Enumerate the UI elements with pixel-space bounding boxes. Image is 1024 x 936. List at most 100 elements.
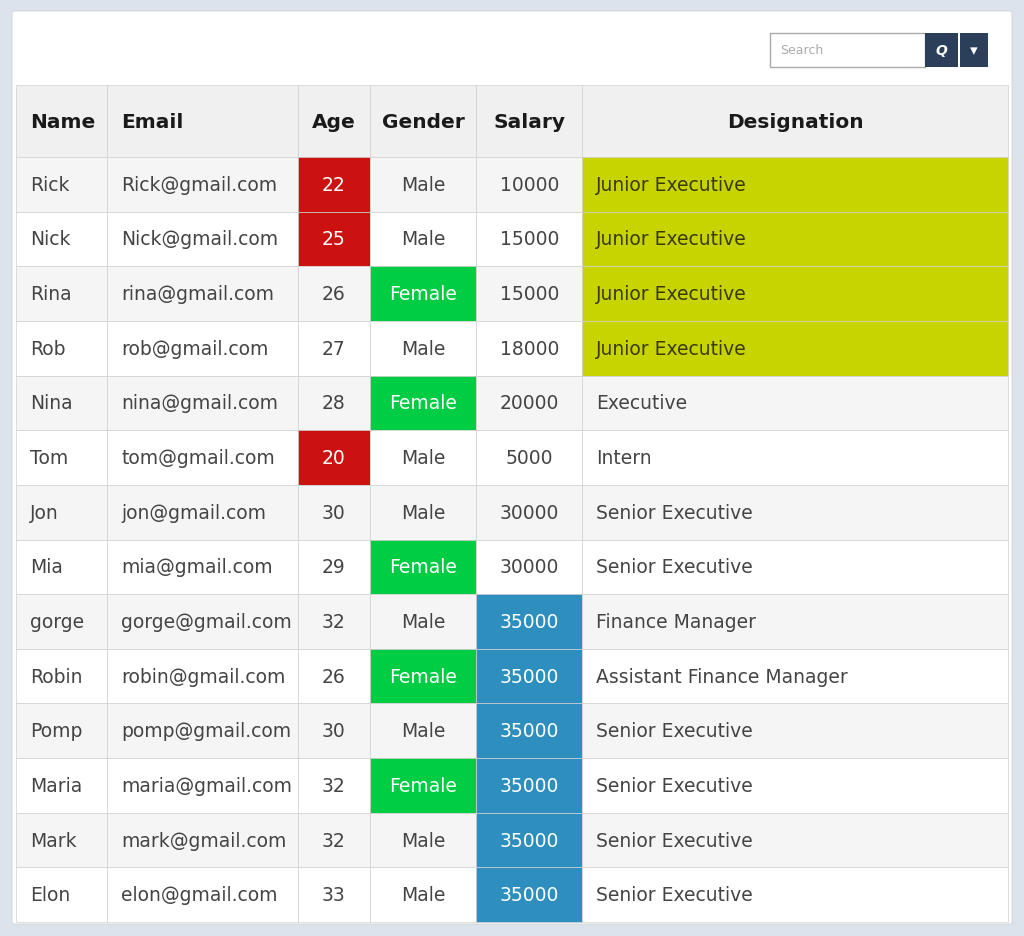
Bar xyxy=(476,431,583,486)
Text: 35000: 35000 xyxy=(500,776,559,795)
Text: jon@gmail.com: jon@gmail.com xyxy=(121,504,266,522)
Text: elon@gmail.com: elon@gmail.com xyxy=(121,885,278,904)
Bar xyxy=(298,322,370,376)
Text: 30000: 30000 xyxy=(500,558,559,577)
Bar xyxy=(298,758,370,812)
Text: 18000: 18000 xyxy=(500,340,559,358)
Bar xyxy=(583,158,1008,212)
Bar xyxy=(108,486,298,540)
Bar xyxy=(583,540,1008,594)
Text: Male: Male xyxy=(401,448,445,468)
Text: Mia: Mia xyxy=(30,558,62,577)
Text: 32: 32 xyxy=(323,776,346,795)
Bar xyxy=(298,704,370,758)
Bar xyxy=(298,376,370,431)
Text: Age: Age xyxy=(312,112,355,131)
Text: 10000: 10000 xyxy=(500,176,559,195)
Text: Salary: Salary xyxy=(494,112,565,131)
Bar xyxy=(370,649,476,704)
Text: Senior Executive: Senior Executive xyxy=(596,885,754,904)
Text: Female: Female xyxy=(389,558,457,577)
Text: Gender: Gender xyxy=(382,112,465,131)
Text: Female: Female xyxy=(389,394,457,413)
Text: Junior Executive: Junior Executive xyxy=(596,340,748,358)
Bar xyxy=(476,758,583,812)
Text: 5000: 5000 xyxy=(506,448,553,468)
Bar xyxy=(108,431,298,486)
Text: 29: 29 xyxy=(323,558,346,577)
Text: Executive: Executive xyxy=(596,394,687,413)
Bar xyxy=(370,868,476,922)
Text: Nick: Nick xyxy=(30,230,71,249)
Text: Rick: Rick xyxy=(30,176,70,195)
Bar xyxy=(370,812,476,868)
Text: 25: 25 xyxy=(323,230,346,249)
Bar xyxy=(476,158,583,212)
Bar xyxy=(16,540,108,594)
Text: Intern: Intern xyxy=(596,448,652,468)
Text: Male: Male xyxy=(401,612,445,631)
Bar xyxy=(370,267,476,322)
Text: Robin: Robin xyxy=(30,666,83,686)
Bar xyxy=(583,486,1008,540)
Bar xyxy=(583,594,1008,649)
Text: mark@gmail.com: mark@gmail.com xyxy=(121,830,287,850)
Text: Tom: Tom xyxy=(30,448,69,468)
Text: Senior Executive: Senior Executive xyxy=(596,722,754,740)
Bar xyxy=(370,758,476,812)
Bar xyxy=(770,34,925,68)
Text: robin@gmail.com: robin@gmail.com xyxy=(121,666,286,686)
Bar xyxy=(583,758,1008,812)
Bar xyxy=(476,212,583,267)
Bar xyxy=(370,86,476,158)
Text: Nick@gmail.com: Nick@gmail.com xyxy=(121,230,279,249)
Text: Female: Female xyxy=(389,666,457,686)
Text: Junior Executive: Junior Executive xyxy=(596,285,748,304)
Text: Rick@gmail.com: Rick@gmail.com xyxy=(121,176,278,195)
Bar xyxy=(108,212,298,267)
Text: 30: 30 xyxy=(323,504,346,522)
Text: pomp@gmail.com: pomp@gmail.com xyxy=(121,722,292,740)
Bar xyxy=(583,212,1008,267)
Bar xyxy=(298,431,370,486)
Bar xyxy=(583,868,1008,922)
Bar xyxy=(370,158,476,212)
Bar xyxy=(476,267,583,322)
Bar xyxy=(961,34,988,68)
Bar xyxy=(16,868,108,922)
Text: 35000: 35000 xyxy=(500,885,559,904)
Text: 32: 32 xyxy=(323,830,346,850)
Text: Male: Male xyxy=(401,230,445,249)
Text: Female: Female xyxy=(389,285,457,304)
Bar xyxy=(298,158,370,212)
Text: Elon: Elon xyxy=(30,885,71,904)
Text: Rina: Rina xyxy=(30,285,72,304)
Bar xyxy=(108,649,298,704)
Text: maria@gmail.com: maria@gmail.com xyxy=(121,776,292,795)
Bar xyxy=(108,158,298,212)
Text: Assistant Finance Manager: Assistant Finance Manager xyxy=(596,666,848,686)
Text: Rob: Rob xyxy=(30,340,66,358)
Bar xyxy=(476,812,583,868)
Bar xyxy=(583,704,1008,758)
Bar xyxy=(16,649,108,704)
Text: Female: Female xyxy=(389,776,457,795)
Text: Finance Manager: Finance Manager xyxy=(596,612,757,631)
Text: 28: 28 xyxy=(323,394,346,413)
Bar xyxy=(108,868,298,922)
Bar xyxy=(298,868,370,922)
Bar xyxy=(298,594,370,649)
Bar xyxy=(476,649,583,704)
Text: gorge: gorge xyxy=(30,612,84,631)
Bar xyxy=(476,540,583,594)
Bar xyxy=(108,540,298,594)
Text: Senior Executive: Senior Executive xyxy=(596,558,754,577)
Text: 26: 26 xyxy=(323,666,346,686)
Bar xyxy=(476,376,583,431)
Text: Senior Executive: Senior Executive xyxy=(596,504,754,522)
Bar xyxy=(476,868,583,922)
Text: Q: Q xyxy=(936,44,947,58)
Text: Male: Male xyxy=(401,722,445,740)
Bar xyxy=(476,594,583,649)
Text: gorge@gmail.com: gorge@gmail.com xyxy=(121,612,292,631)
